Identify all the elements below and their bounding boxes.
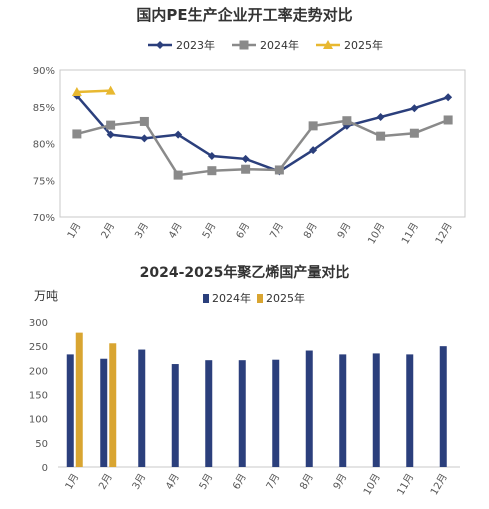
line-point bbox=[241, 164, 251, 174]
bar-x-tick-label: 1月 bbox=[63, 472, 82, 492]
line-x-tick-label: 5月 bbox=[200, 221, 219, 241]
line-plot-frame bbox=[59, 69, 466, 218]
bar-x-tick-label: 12月 bbox=[428, 472, 450, 498]
bar-2024年 bbox=[372, 353, 380, 467]
line-y-tick-label: 75% bbox=[33, 176, 55, 187]
line-x-tick-label: 12月 bbox=[433, 221, 455, 247]
line-point bbox=[274, 165, 284, 175]
bar-y-tick-label: 100 bbox=[29, 415, 48, 426]
line-point bbox=[376, 131, 386, 141]
bar-2024年 bbox=[238, 360, 246, 467]
line-point bbox=[105, 85, 116, 95]
bar-x-tick-label: 2月 bbox=[96, 472, 115, 492]
line-y-tick-label: 80% bbox=[33, 140, 55, 151]
line-point bbox=[241, 154, 250, 163]
bar-x-tick-label: 10月 bbox=[361, 472, 383, 498]
bar-chart-unit-label: 万吨 bbox=[34, 289, 59, 303]
bar-x-tick-label: 5月 bbox=[197, 472, 216, 492]
bar-legend-label: 2025年 bbox=[266, 291, 305, 305]
bar-x-tick-label: 8月 bbox=[297, 472, 316, 492]
line-x-tick-label: 2月 bbox=[99, 221, 118, 241]
legend-label: 2025年 bbox=[344, 38, 383, 52]
bar-legend-label: 2024年 bbox=[212, 291, 251, 305]
legend-marker bbox=[156, 41, 164, 49]
line-x-tick-label: 10月 bbox=[365, 221, 387, 247]
line-chart-title: 国内PE生产企业开工率走势对比 bbox=[136, 6, 353, 24]
line-point bbox=[207, 151, 216, 160]
line-point bbox=[140, 134, 149, 143]
legend-marker bbox=[323, 40, 333, 49]
line-point bbox=[106, 120, 116, 130]
line-x-tick-label: 4月 bbox=[166, 221, 185, 241]
line-point bbox=[71, 87, 82, 97]
bar-2025年 bbox=[75, 332, 83, 467]
line-point bbox=[106, 130, 115, 139]
bar-2024年 bbox=[305, 350, 313, 467]
line-point bbox=[173, 170, 183, 180]
line-point bbox=[139, 116, 149, 126]
bar-y-tick-label: 200 bbox=[29, 366, 48, 377]
line-y-tick-label: 85% bbox=[33, 103, 55, 114]
bar-y-tick-label: 250 bbox=[29, 342, 48, 353]
line-point bbox=[376, 113, 385, 122]
bar-x-tick-label: 7月 bbox=[264, 472, 283, 492]
line-series-2025年 bbox=[76, 89, 111, 94]
bar-y-tick-label: 300 bbox=[29, 318, 48, 329]
line-point bbox=[410, 104, 419, 113]
line-x-tick-label: 7月 bbox=[267, 221, 286, 241]
line-y-tick-label: 70% bbox=[33, 213, 55, 224]
line-point bbox=[443, 115, 453, 125]
bar-2025年 bbox=[109, 343, 117, 467]
legend-label: 2024年 bbox=[260, 38, 299, 52]
bar-x-tick-label: 11月 bbox=[395, 472, 417, 498]
line-point bbox=[174, 130, 183, 139]
line-x-tick-label: 9月 bbox=[335, 221, 354, 241]
line-x-tick-label: 8月 bbox=[301, 221, 320, 241]
bar-x-tick-label: 9月 bbox=[331, 472, 350, 492]
bar-2024年 bbox=[439, 346, 447, 467]
line-point bbox=[409, 128, 419, 138]
bar-2024年 bbox=[406, 354, 414, 467]
bar-x-tick-label: 3月 bbox=[130, 472, 149, 492]
bar-2024年 bbox=[272, 359, 280, 467]
legend-label: 2023年 bbox=[176, 38, 215, 52]
line-x-tick-label: 3月 bbox=[132, 221, 151, 241]
bar-2024年 bbox=[339, 354, 347, 467]
bar-2024年 bbox=[171, 364, 179, 467]
bar-2024年 bbox=[205, 360, 213, 467]
bar-y-tick-label: 0 bbox=[42, 463, 48, 474]
line-x-tick-label: 1月 bbox=[65, 221, 84, 241]
bar-legend-swatch bbox=[203, 294, 209, 303]
bar-2024年 bbox=[66, 354, 74, 467]
line-series-2024年 bbox=[76, 118, 449, 177]
line-x-tick-label: 11月 bbox=[399, 221, 421, 247]
bar-2024年 bbox=[100, 358, 108, 467]
bar-x-tick-label: 4月 bbox=[163, 472, 182, 492]
line-x-tick-label: 6月 bbox=[234, 221, 253, 241]
line-point bbox=[444, 93, 453, 102]
bar-y-tick-label: 50 bbox=[35, 439, 48, 450]
line-point bbox=[72, 129, 82, 139]
bar-x-tick-label: 6月 bbox=[230, 472, 249, 492]
bar-legend-swatch bbox=[257, 294, 263, 303]
bar-chart-title: 2024-2025年聚乙烯国产量对比 bbox=[139, 265, 350, 281]
line-y-tick-label: 90% bbox=[33, 66, 55, 77]
bar-2024年 bbox=[138, 349, 146, 467]
line-point bbox=[342, 116, 352, 126]
legend-marker bbox=[239, 40, 249, 50]
line-point bbox=[207, 166, 217, 176]
line-point bbox=[309, 146, 318, 155]
bar-y-tick-label: 150 bbox=[29, 391, 48, 402]
line-series-2023年 bbox=[75, 94, 449, 173]
line-point bbox=[308, 121, 318, 131]
